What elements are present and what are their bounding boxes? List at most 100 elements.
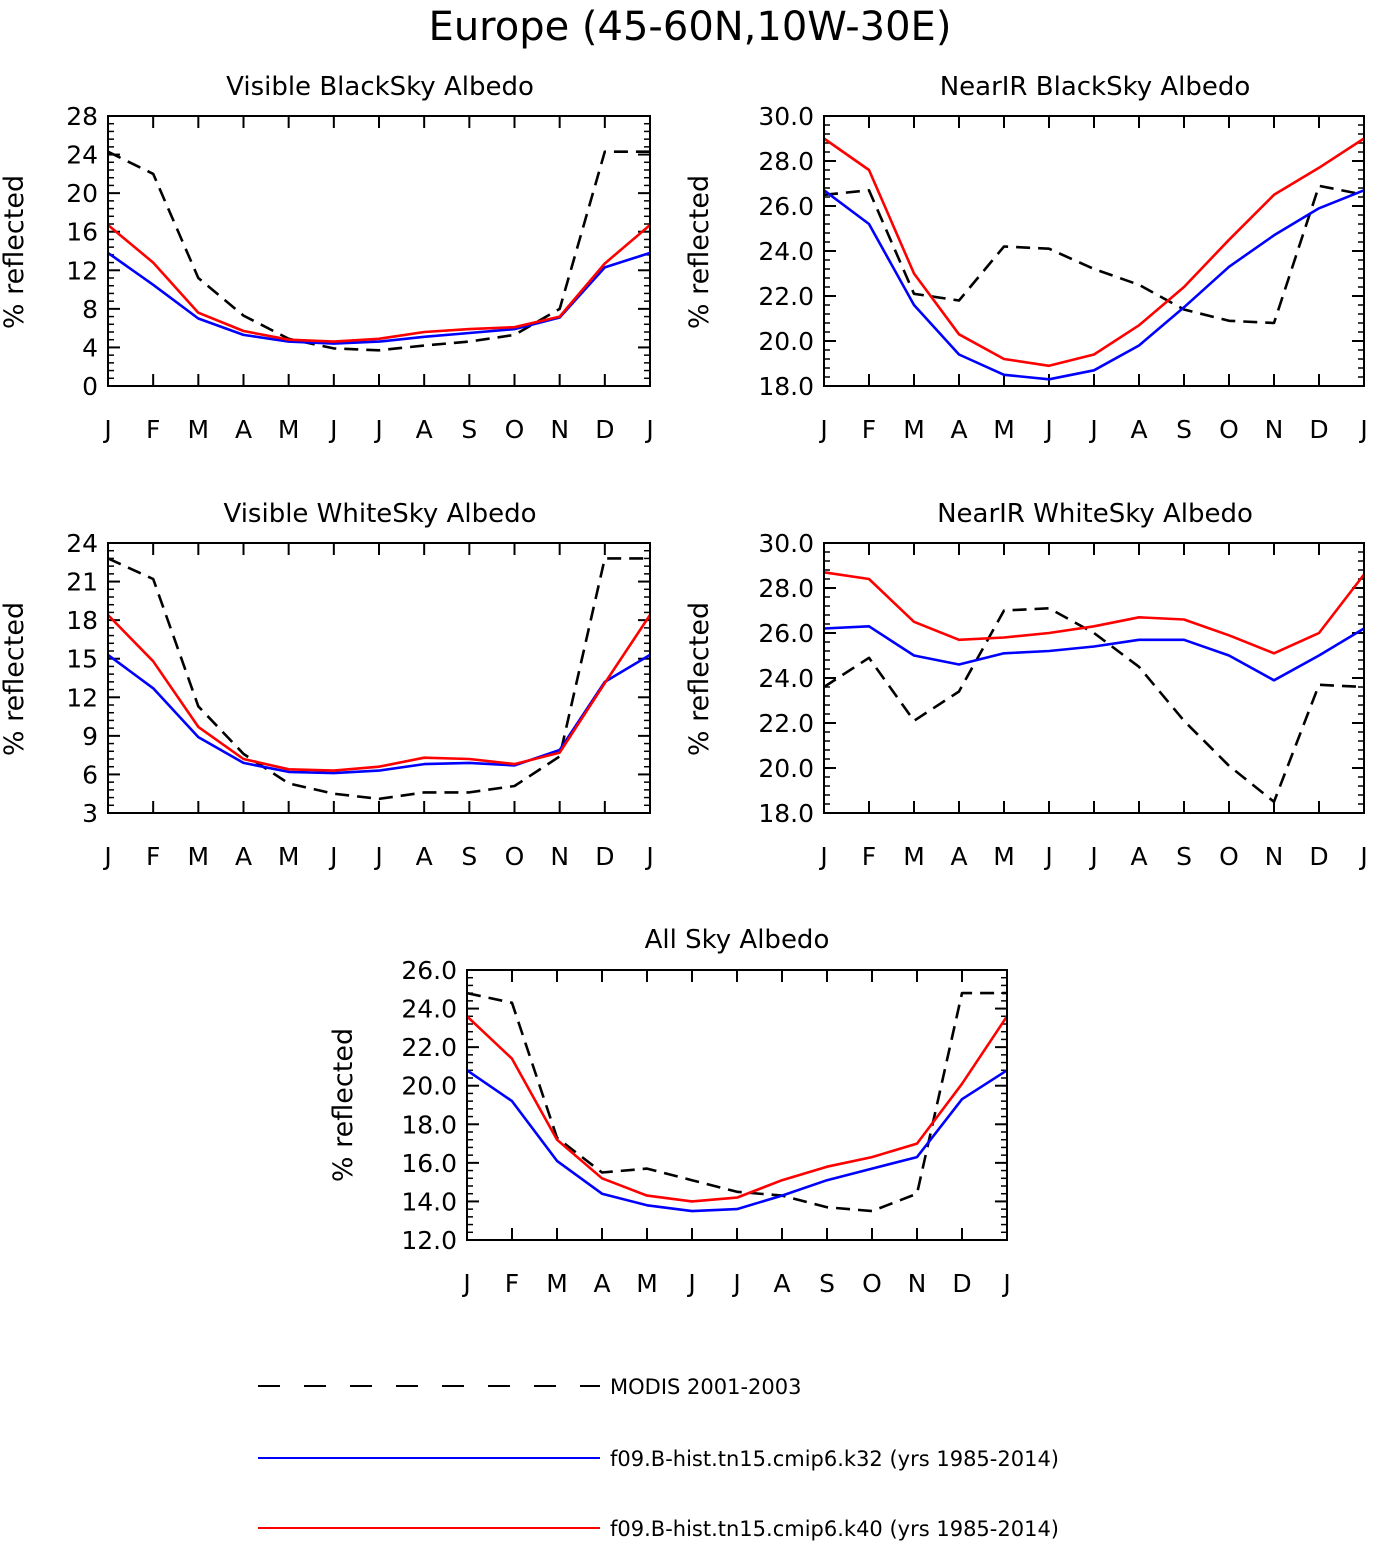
x-tick-label: J <box>373 842 382 871</box>
x-tick-label: J <box>1043 842 1052 871</box>
series-line-k40 <box>107 224 651 343</box>
x-tick-label: F <box>862 415 876 444</box>
legend: MODIS 2001-2003 f09.B-hist.tn15.cmip6.k3… <box>258 1375 1059 1541</box>
x-tick-label: O <box>1219 415 1239 444</box>
x-tick-label: M <box>188 842 210 871</box>
y-tick-label: 28.0 <box>758 574 814 603</box>
y-tick-label: 30.0 <box>758 529 814 558</box>
y-tick-label: 3 <box>82 799 98 828</box>
x-tick-label: M <box>903 415 925 444</box>
x-tick-label: M <box>993 415 1015 444</box>
x-tick-label: S <box>819 1269 835 1298</box>
plot-frame <box>466 969 1008 1241</box>
x-tick-label: N <box>550 842 569 871</box>
series-line-k32 <box>107 653 651 775</box>
x-tick-label: S <box>461 842 477 871</box>
y-tick-label: 24 <box>66 529 98 558</box>
legend-item-modis: MODIS 2001-2003 <box>258 1375 801 1399</box>
y-axis-label: % reflected <box>328 1028 359 1182</box>
y-tick-label: 14.0 <box>401 1187 457 1216</box>
x-tick-label: A <box>416 842 433 871</box>
y-tick-label: 0 <box>82 372 98 401</box>
x-tick-label: J <box>328 842 337 871</box>
x-tick-label: D <box>952 1269 971 1298</box>
x-tick-label: J <box>461 1269 470 1298</box>
x-tick-label: J <box>818 415 827 444</box>
plot-frame <box>107 115 651 387</box>
y-tick-label: 18.0 <box>758 372 814 401</box>
y-tick-label: 18 <box>66 606 98 635</box>
x-tick-label: J <box>686 1269 695 1298</box>
panel-title: Visible WhiteSky Albedo <box>223 499 536 529</box>
panel-title: NearIR WhiteSky Albedo <box>937 499 1253 529</box>
x-tick-label: D <box>595 415 614 444</box>
x-tick-label: J <box>818 842 827 871</box>
y-tick-label: 26.0 <box>401 956 457 985</box>
x-tick-label: M <box>278 415 300 444</box>
legend-item-k40: f09.B-hist.tn15.cmip6.k40 (yrs 1985-2014… <box>258 1517 1059 1541</box>
x-tick-label: A <box>950 842 967 871</box>
x-tick-label: A <box>235 415 252 444</box>
legend-label: MODIS 2001-2003 <box>610 1375 801 1399</box>
x-tick-label: J <box>1088 842 1097 871</box>
x-tick-label: D <box>595 842 614 871</box>
x-tick-label: F <box>146 415 160 444</box>
series-line-k40 <box>823 137 1365 368</box>
series-line-k40 <box>823 571 1366 655</box>
series-line-k40 <box>107 614 652 772</box>
x-tick-label: M <box>188 415 210 444</box>
x-tick-label: M <box>546 1269 568 1298</box>
series-line-modis <box>107 557 650 801</box>
y-axis-label: % reflected <box>684 602 715 756</box>
y-tick-label: 20 <box>66 179 98 208</box>
y-tick-label: 12 <box>66 256 98 285</box>
y-tick-label: 9 <box>82 722 98 751</box>
y-tick-label: 22.0 <box>758 709 814 738</box>
x-tick-label: S <box>461 415 477 444</box>
y-axis-label: % reflected <box>0 602 30 756</box>
y-tick-label: 20.0 <box>758 327 814 356</box>
y-tick-label: 20.0 <box>758 754 814 783</box>
x-tick-label: A <box>593 1269 610 1298</box>
series-line-modis <box>466 991 1007 1213</box>
y-tick-label: 12.0 <box>401 1226 457 1255</box>
series-line-modis <box>823 184 1365 325</box>
x-tick-label: S <box>1176 415 1192 444</box>
y-tick-label: 24 <box>66 141 98 170</box>
panel-title: All Sky Albedo <box>645 925 830 955</box>
y-tick-label: 26.0 <box>758 192 814 221</box>
y-axis-label: % reflected <box>684 175 715 329</box>
x-tick-label: A <box>773 1269 790 1298</box>
series-line-k32 <box>823 624 1365 682</box>
x-tick-label: A <box>950 415 967 444</box>
x-tick-label: A <box>416 415 433 444</box>
x-tick-label: A <box>1130 415 1147 444</box>
panel-title: NearIR BlackSky Albedo <box>940 72 1251 102</box>
x-tick-label: S <box>1176 842 1192 871</box>
x-tick-label: J <box>1358 415 1367 444</box>
x-tick-label: J <box>1043 415 1052 444</box>
x-tick-label: F <box>505 1269 519 1298</box>
x-tick-label: O <box>505 842 525 871</box>
series-line-modis <box>107 150 650 352</box>
x-tick-label: J <box>102 842 111 871</box>
x-tick-label: N <box>1265 415 1284 444</box>
x-tick-label: J <box>102 415 111 444</box>
series-line-k32 <box>823 189 1365 381</box>
x-tick-label: J <box>373 415 382 444</box>
x-tick-label: M <box>903 842 925 871</box>
y-tick-label: 24.0 <box>401 995 457 1024</box>
x-tick-label: J <box>644 415 653 444</box>
x-tick-label: O <box>1219 842 1239 871</box>
y-tick-label: 30.0 <box>758 102 814 131</box>
figure-title: Europe (45-60N,10W-30E) <box>429 4 952 50</box>
x-tick-label: M <box>993 842 1015 871</box>
x-tick-label: F <box>146 842 160 871</box>
series-line-k32 <box>107 251 651 345</box>
legend-label: f09.B-hist.tn15.cmip6.k40 (yrs 1985-2014… <box>610 1517 1059 1541</box>
series-line-modis <box>823 606 1365 804</box>
